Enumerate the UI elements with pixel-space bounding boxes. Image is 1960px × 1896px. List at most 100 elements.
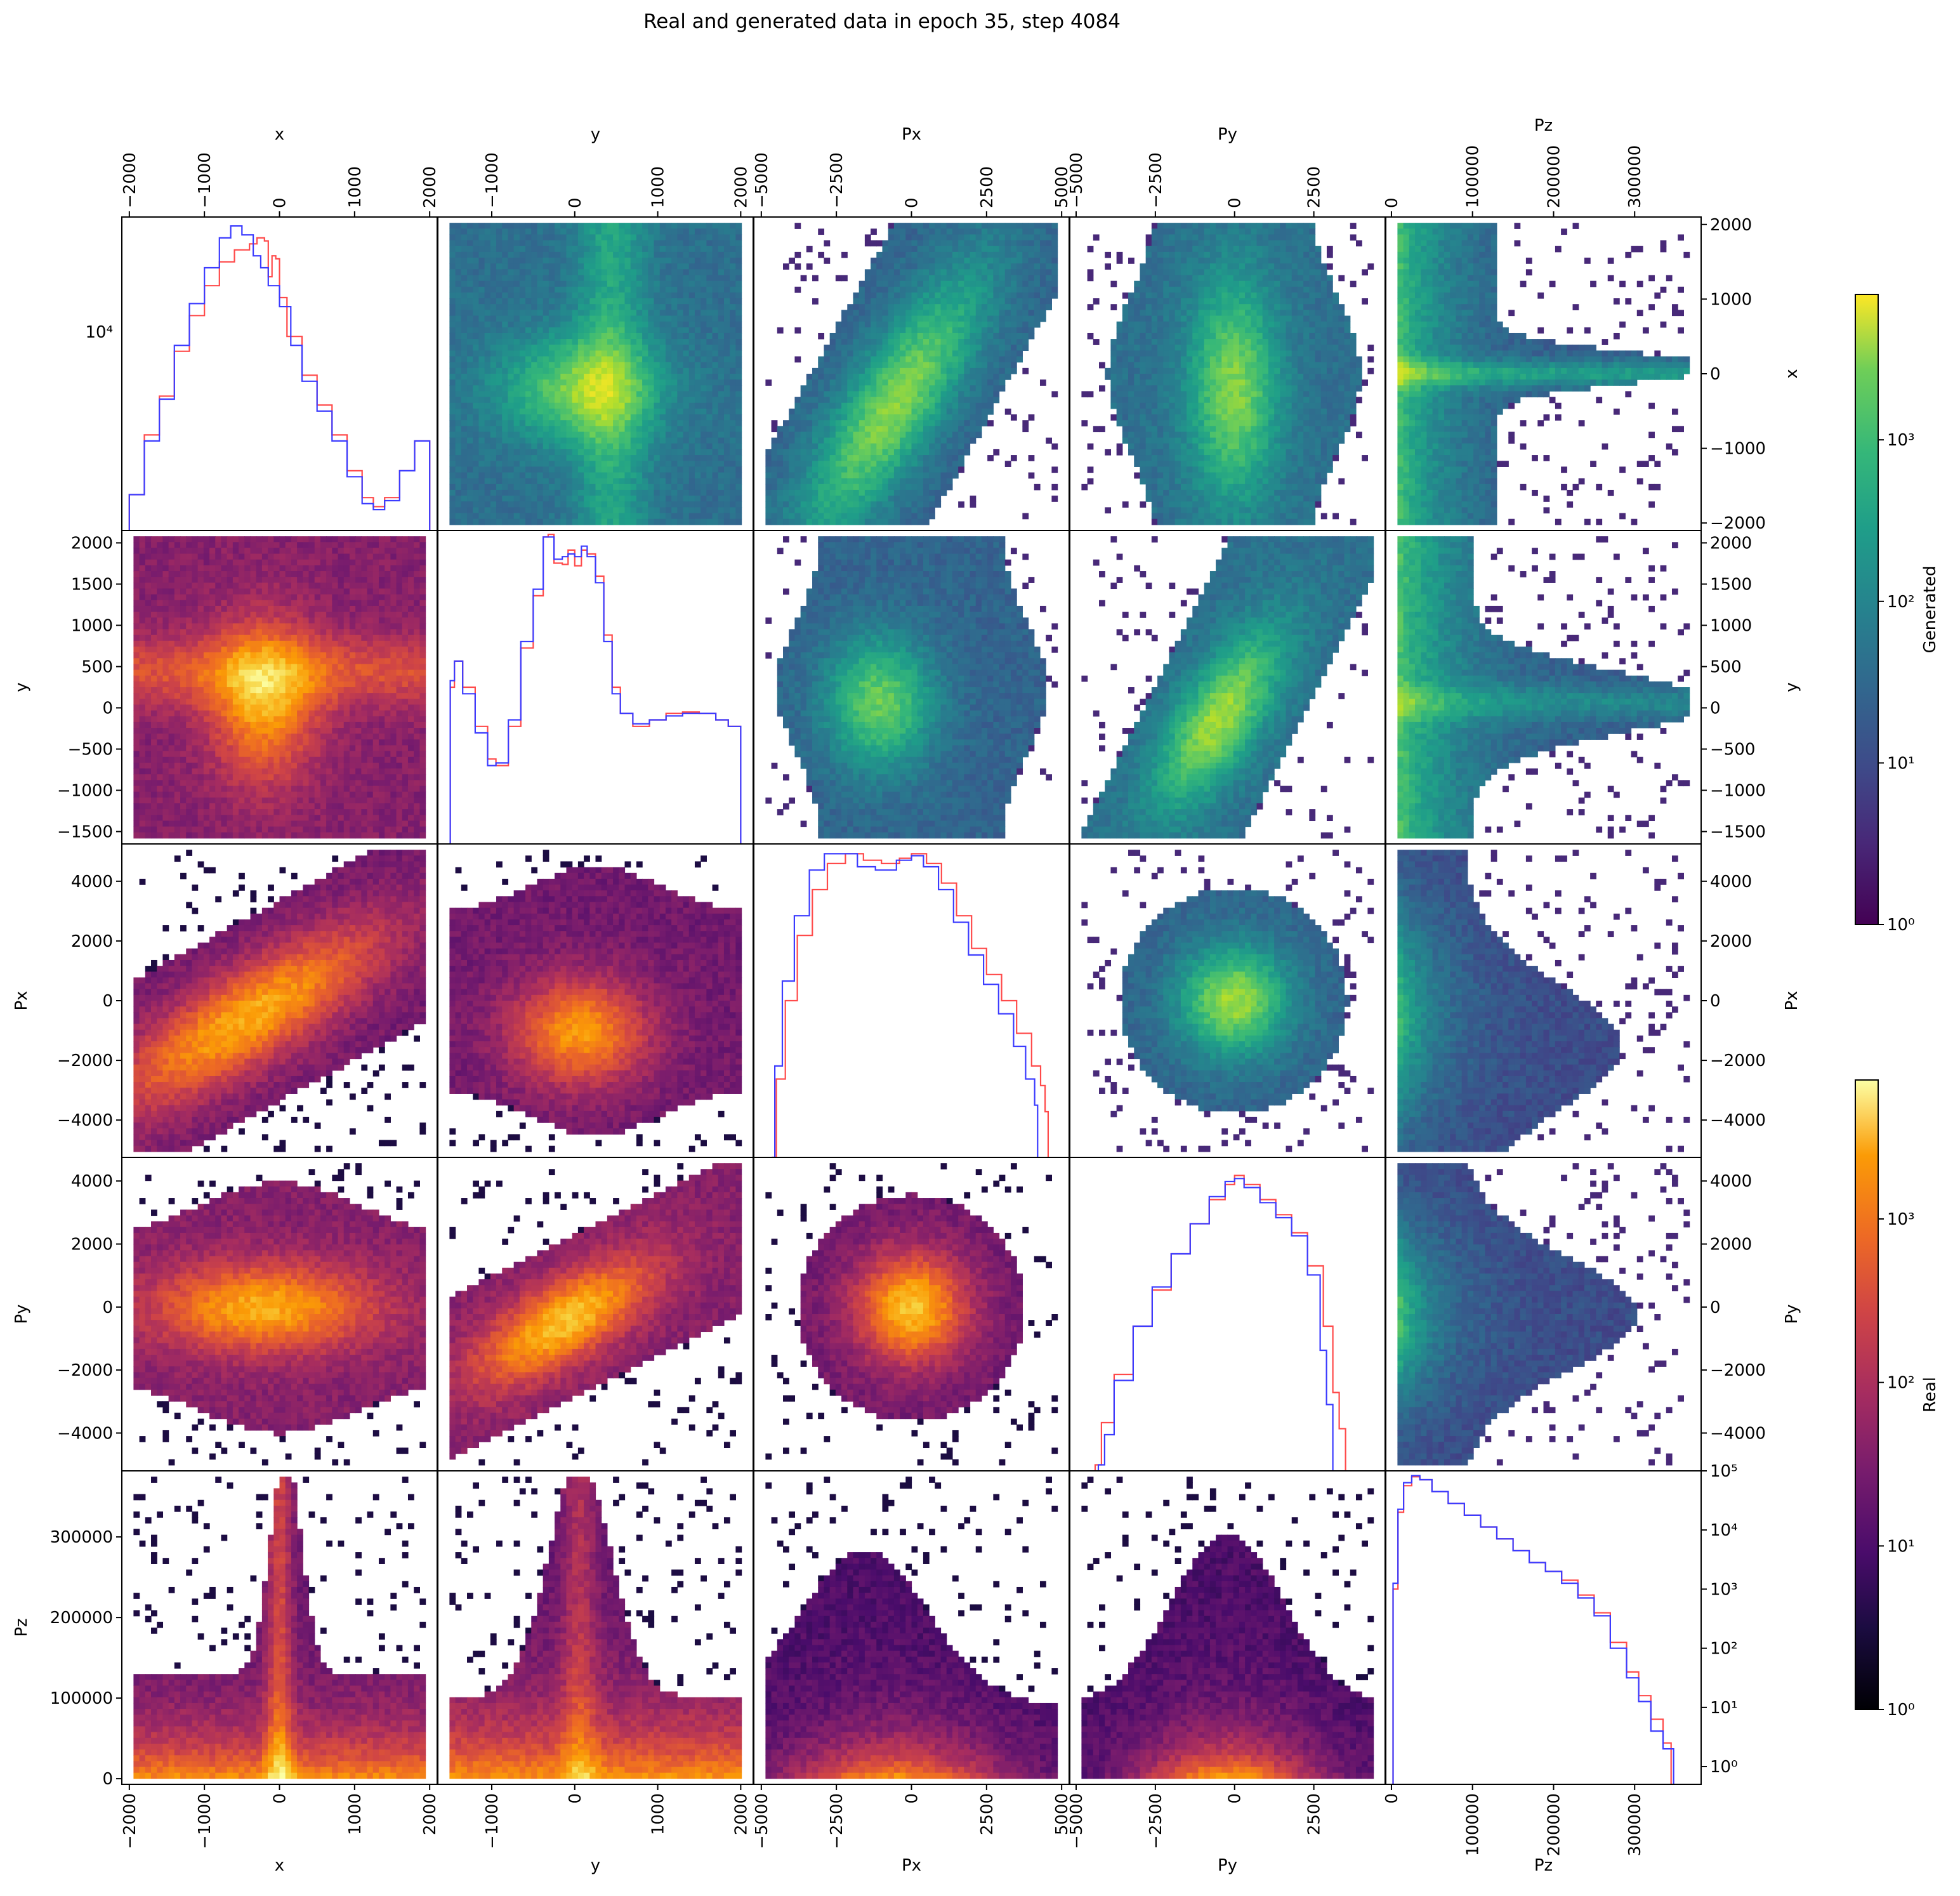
colorbar-tick: 10¹: [1887, 1537, 1915, 1556]
colorbars: 10⁰ 10¹ 10² 10³ Generated 10⁰ 10¹ 10² 10³ Real: [1855, 294, 1940, 1720]
pz-hist-log-tick: 10³: [1710, 1580, 1738, 1599]
left-tick-Pz: 0: [102, 1770, 113, 1789]
top-tick-Px: 5000: [1053, 166, 1072, 208]
left-tick-Pz: 200000: [50, 1609, 113, 1628]
hist-line-generated-y: [449, 536, 742, 844]
hist-Px: [753, 843, 1070, 1159]
axes-layer: −2000 −1000 0 1000 2000−2000 −1000 0 1000 2000xx…: [12, 116, 1801, 1875]
colorbar-tick: 10⁰: [1887, 1701, 1915, 1720]
left-tick-y: 500: [81, 658, 113, 677]
top-axis-title-x: x: [275, 125, 284, 144]
colorbar-generated: [1855, 294, 1879, 925]
top-tick-x: −1000: [195, 152, 214, 208]
hist-Pz: [1385, 1470, 1702, 1785]
hist-line-generated-Px: [772, 853, 1039, 1159]
right-tick-y: 1500: [1710, 576, 1752, 595]
bottom-tick-x: −2000: [121, 1793, 140, 1849]
right-tick-x: −1000: [1710, 440, 1766, 459]
left-tick-Pz: 300000: [50, 1528, 113, 1547]
top-tick-Pz: 200000: [1544, 145, 1563, 208]
bottom-tick-y: 1000: [649, 1793, 668, 1835]
top-tick-y: 2000: [732, 166, 751, 208]
left-tick-y: 0: [102, 699, 113, 718]
bottom-tick-y: 0: [566, 1793, 585, 1804]
bottom-tick-x: 0: [271, 1793, 290, 1804]
colorbar-tick: 10²: [1887, 1374, 1915, 1393]
right-tick-Px: 4000: [1710, 872, 1752, 892]
hist-line-real-Px: [772, 853, 1049, 1159]
bottom-axis-title-y: y: [591, 1856, 600, 1875]
bottom-tick-y: −1000: [483, 1793, 502, 1849]
bottom-tick-Pz: 0: [1383, 1793, 1402, 1804]
top-tick-x: 1000: [346, 166, 365, 208]
right-tick-Py: 2000: [1710, 1235, 1752, 1254]
left-tick-Pz: 100000: [50, 1689, 113, 1708]
generated-hist2d-Py-y: [1069, 530, 1386, 845]
top-tick-Pz: 0: [1383, 197, 1402, 208]
right-tick-y: −500: [1710, 741, 1755, 760]
real-hist2d-x-Px: [121, 843, 438, 1158]
bottom-tick-Px: 0: [903, 1793, 922, 1804]
right-tick-Px: −4000: [1710, 1111, 1766, 1130]
hist-line-generated-Pz: [1392, 1475, 1674, 1784]
right-tick-y: −1000: [1710, 782, 1766, 801]
bottom-tick-Px: −5000: [753, 1793, 772, 1849]
right-tick-Py: 0: [1710, 1298, 1721, 1317]
top-tick-Py: 2500: [1305, 166, 1324, 208]
left-tick-Px: 4000: [71, 872, 113, 892]
pz-hist-log-tick: 10⁰: [1710, 1758, 1738, 1777]
generated-hist2d-Px-x: [753, 216, 1070, 531]
top-axis-title-Pz: Pz: [1534, 116, 1553, 135]
right-axis-title-x: x: [1782, 369, 1801, 378]
top-axis-title-Px: Px: [902, 125, 921, 144]
left-tick-Px: −4000: [57, 1111, 113, 1130]
left-tick-y: 2000: [71, 534, 113, 553]
left-tick-y: −1000: [57, 782, 113, 801]
right-tick-y: 1000: [1710, 617, 1752, 636]
bottom-tick-Px: 2500: [978, 1793, 997, 1835]
generated-hist2d-Pz-Py: [1385, 1157, 1702, 1471]
top-tick-y: 0: [566, 197, 585, 208]
colorbar-tick: 10⁰: [1887, 916, 1915, 935]
bottom-tick-Px: −2500: [827, 1793, 846, 1849]
top-tick-Py: 0: [1226, 197, 1245, 208]
right-tick-x: −2000: [1710, 514, 1766, 533]
generated-hist2d-Px-y: [753, 530, 1070, 845]
right-tick-x: 2000: [1710, 216, 1752, 235]
top-tick-Pz: 300000: [1626, 145, 1645, 208]
top-tick-Px: 2500: [978, 166, 997, 208]
top-tick-Px: −5000: [753, 152, 772, 208]
colorbar-tick: 10²: [1887, 593, 1915, 612]
real-hist2d-y-Py: [437, 1157, 754, 1471]
generated-hist2d-Pz-x: [1385, 216, 1702, 531]
right-tick-y: −1500: [1710, 823, 1766, 842]
bottom-tick-x: −1000: [195, 1793, 214, 1849]
right-tick-Px: 0: [1710, 992, 1721, 1011]
left-tick-Px: 0: [102, 992, 113, 1011]
left-tick-y: 1500: [71, 576, 113, 595]
real-hist2d-x-y: [121, 530, 438, 845]
real-hist2d-Py-Pz: [1069, 1470, 1386, 1785]
pair-plot-grid: [121, 216, 1702, 1785]
right-tick-y: 2000: [1710, 534, 1752, 553]
left-tick-Px: 2000: [71, 932, 113, 951]
right-axis-title-Py: Py: [1782, 1304, 1801, 1324]
colorbar-tick: 10³: [1887, 431, 1915, 450]
top-tick-x: 2000: [421, 166, 440, 208]
left-tick-y: −500: [68, 741, 113, 760]
right-tick-y: 0: [1710, 699, 1721, 718]
top-axis-title-y: y: [591, 125, 600, 144]
colorbar-tick: 10¹: [1887, 754, 1915, 773]
right-tick-y: 500: [1710, 658, 1742, 677]
right-tick-Py: 4000: [1710, 1172, 1752, 1191]
right-tick-Px: 2000: [1710, 932, 1752, 951]
x-hist-log-tick: 10⁴: [85, 323, 113, 342]
top-tick-x: −2000: [121, 152, 140, 208]
left-tick-Py: −4000: [57, 1424, 113, 1443]
bottom-tick-Py: 0: [1226, 1793, 1245, 1804]
colorbar-label-real: Real: [1921, 1377, 1940, 1412]
generated-hist2d-y-x: [437, 216, 754, 531]
bottom-tick-Px: 5000: [1053, 1793, 1072, 1835]
colorbar-label-generated: Generated: [1921, 566, 1940, 654]
